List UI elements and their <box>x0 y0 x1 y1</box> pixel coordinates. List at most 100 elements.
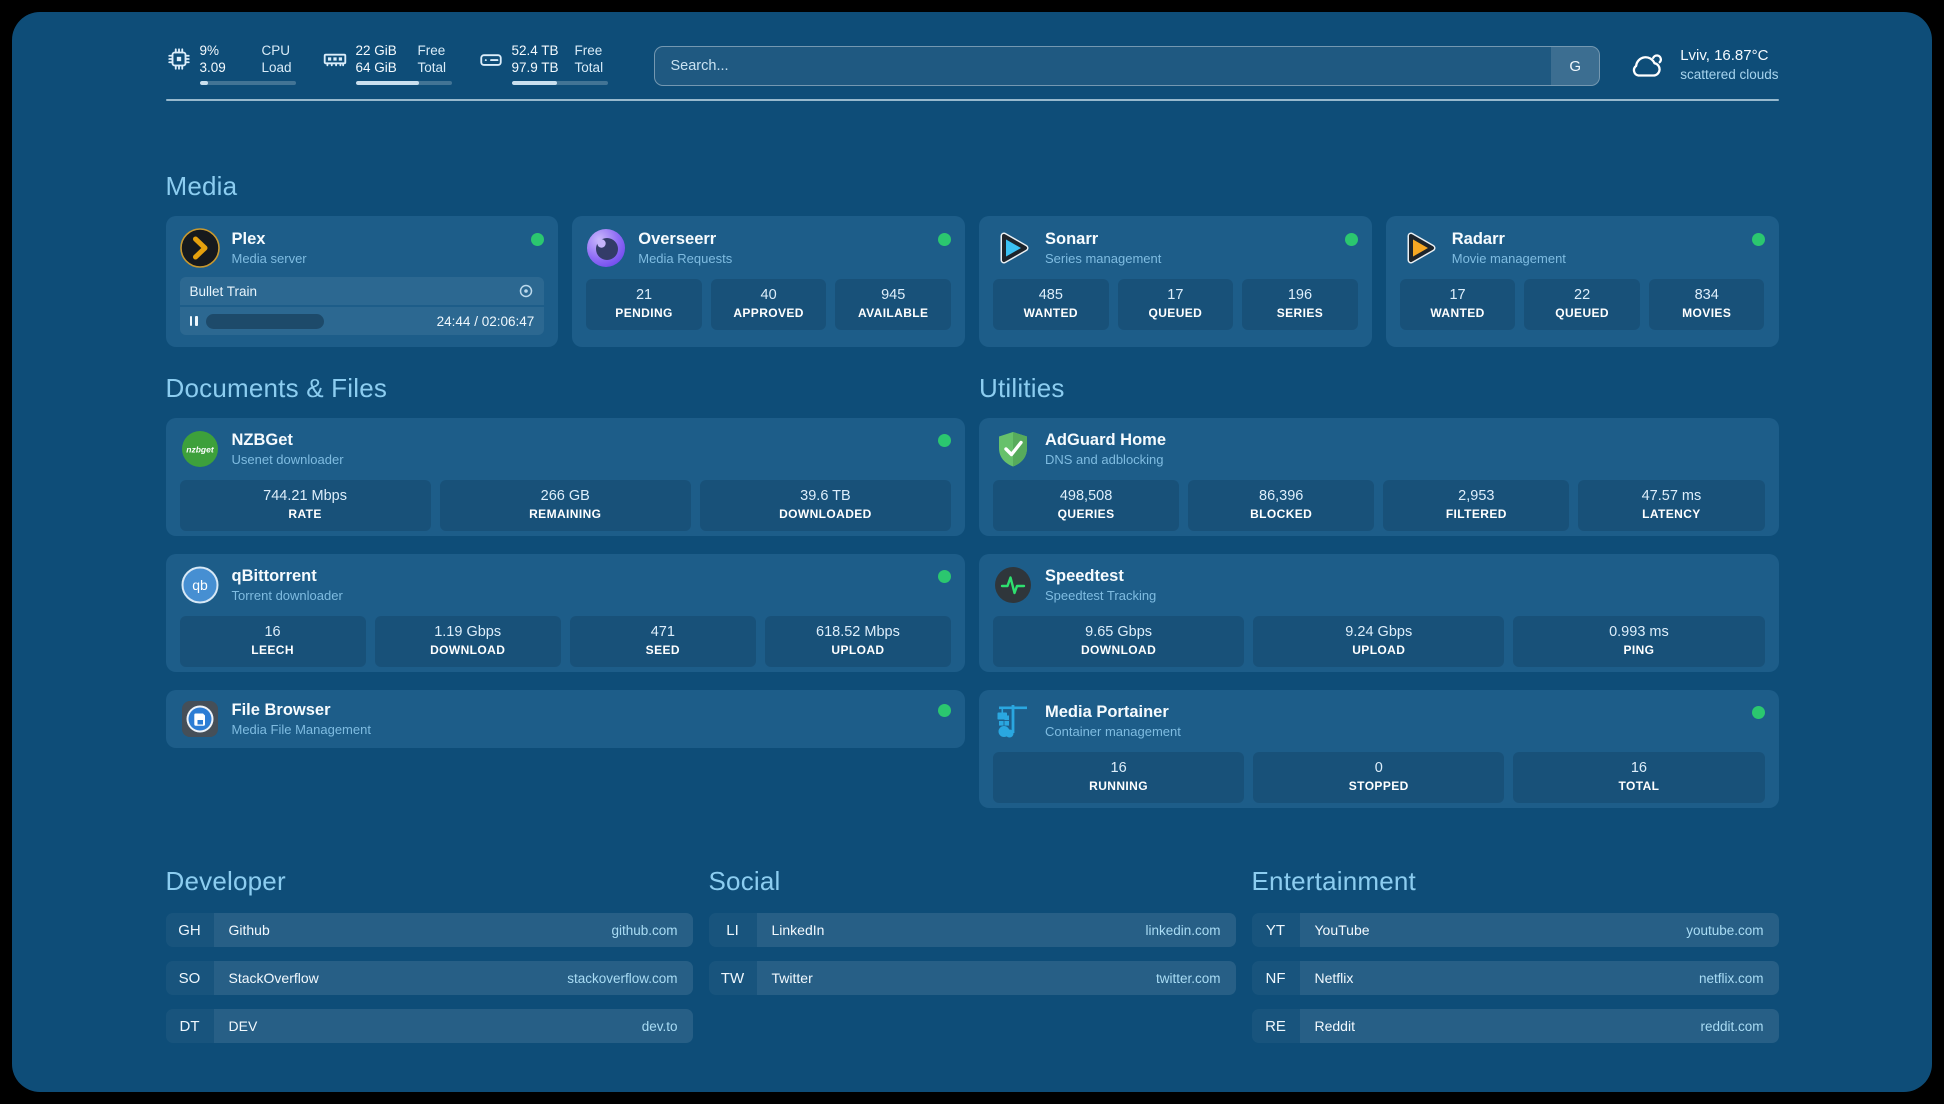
sonarr-card[interactable]: Sonarr Series management 485 WANTED 17 Q… <box>979 216 1372 347</box>
overseerr-stat-pending: 21 PENDING <box>586 279 702 330</box>
cpu-usage-value: 9% <box>199 43 220 58</box>
bookmark-twitter[interactable]: TW Twitter twitter.com <box>708 961 1236 995</box>
nzbget-name: NZBGet <box>231 431 293 449</box>
nzbget-stat-remaining: 266 GB REMAINING <box>439 480 691 531</box>
disk-icon <box>479 54 502 66</box>
playback-time: 24:44 / 02:06:47 <box>436 313 535 329</box>
filebrowser-name: File Browser <box>231 701 331 719</box>
speedtest-card[interactable]: Speedtest Speedtest Tracking 9.65 Gbps D… <box>979 554 1779 672</box>
portainer-stat-stopped: 0 STOPPED <box>1253 752 1505 803</box>
qbittorrent-stat-leech: 16 LEECH <box>179 616 366 667</box>
disk-total-label: Total <box>574 60 604 75</box>
speedtest-icon <box>995 567 1031 603</box>
cpu-progress-bar <box>199 81 296 85</box>
memory-total-label: Total <box>417 60 447 75</box>
bookmark-github[interactable]: GH Github github.com <box>165 913 693 947</box>
playback-progress <box>205 313 324 329</box>
svg-text:nzbget: nzbget <box>186 445 215 455</box>
filebrowser-card[interactable]: File Browser Media File Management <box>165 690 965 748</box>
filebrowser-description: Media File Management <box>231 722 371 737</box>
disk-free-label: Free <box>574 43 603 58</box>
qbittorrent-stat-upload: 618.52 Mbps UPLOAD <box>764 616 951 667</box>
media-section: Plex Media server Bullet Train 24:44 / 0… <box>165 216 1779 347</box>
qbittorrent-stat-seed: 471 SEED <box>569 616 756 667</box>
plex-now-playing: Bullet Train 24:44 / 02:06:47 <box>179 277 545 335</box>
bookmark-dev[interactable]: DT DEV dev.to <box>165 1009 693 1043</box>
memory-widget: 22 GiB 64 GiB Free Total <box>322 42 452 85</box>
plex-icon <box>179 228 220 268</box>
bookmark-stackoverflow[interactable]: SO StackOverflow stackoverflow.com <box>165 961 693 995</box>
overseerr-status-indicator <box>938 233 951 246</box>
adguard-stat-filtered: 2,953 FILTERED <box>1383 480 1570 531</box>
sonarr-stat-series: 196 SERIES <box>1242 279 1358 330</box>
section-title-utilities: Utilities <box>979 373 1065 403</box>
disk-total-value: 97.9 TB <box>511 60 559 75</box>
search-bar: G <box>653 46 1601 86</box>
portainer-card[interactable]: Media Portainer Container management 16 … <box>979 690 1779 808</box>
bookmark-reddit[interactable]: RE Reddit reddit.com <box>1251 1009 1779 1043</box>
cpu-usage-label: CPU <box>261 43 291 58</box>
dashboard: 9% 3.09 CPU Load <box>12 12 1932 1092</box>
portainer-stat-running: 16 RUNNING <box>993 752 1245 803</box>
sonarr-description: Series management <box>1045 251 1162 266</box>
plex-description: Media server <box>231 251 307 266</box>
speedtest-description: Speedtest Tracking <box>1045 588 1157 603</box>
radarr-status-indicator <box>1751 233 1765 246</box>
disk-progress-bar <box>511 81 608 85</box>
qbittorrent-card[interactable]: qb qBittorrent Torrent downloader 16 LEE… <box>165 554 965 672</box>
sonarr-stat-queued: 17 QUEUED <box>1117 279 1234 330</box>
qbittorrent-stat-download: 1.19 Gbps DOWNLOAD <box>374 616 561 667</box>
overseerr-description: Media Requests <box>638 251 733 266</box>
memory-free-label: Free <box>417 43 446 58</box>
overseerr-icon <box>587 229 626 267</box>
radarr-card[interactable]: Radarr Movie management 17 WANTED 22 QUE… <box>1385 216 1779 347</box>
search-provider-button[interactable]: G <box>1551 47 1600 85</box>
now-playing-title: Bullet Train <box>189 283 258 299</box>
overseerr-stat-available: 945 AVAILABLE <box>835 279 951 330</box>
portainer-status-indicator <box>1751 706 1765 719</box>
radarr-description: Movie management <box>1451 251 1566 266</box>
adguard-card[interactable]: AdGuard Home DNS and adblocking 498,508 … <box>979 418 1779 536</box>
sonarr-name: Sonarr <box>1045 230 1099 248</box>
bookmark-group-social: Social LI LinkedIn linkedin.com TW Twitt… <box>708 866 1236 1057</box>
header-divider <box>165 99 1779 101</box>
nzbget-description: Usenet downloader <box>231 452 344 467</box>
bookmark-youtube[interactable]: YT YouTube youtube.com <box>1251 913 1779 947</box>
weather-location-temp: Lviv, 16.87°C <box>1680 47 1769 64</box>
qbittorrent-name: qBittorrent <box>231 567 317 585</box>
qbittorrent-description: Torrent downloader <box>231 588 343 603</box>
cpu-icon <box>167 48 190 70</box>
radarr-stat-wanted: 17 WANTED <box>1399 279 1516 330</box>
session-target-icon <box>520 284 533 298</box>
bookmark-netflix[interactable]: NF Netflix netflix.com <box>1251 961 1779 995</box>
overseerr-card[interactable]: Overseerr Media Requests 21 PENDING 40 A… <box>572 216 965 347</box>
adguard-icon <box>999 432 1027 467</box>
memory-progress-bar <box>355 81 452 85</box>
adguard-stat-latency: 47.57 ms LATENCY <box>1578 480 1765 531</box>
nzbget-icon: nzbget <box>181 431 218 467</box>
overseerr-name: Overseerr <box>638 230 717 248</box>
resource-widgets: 9% 3.09 CPU Load <box>166 42 608 85</box>
bookmark-linkedin[interactable]: LI LinkedIn linkedin.com <box>708 913 1236 947</box>
section-title-entertainment: Entertainment <box>1251 866 1416 896</box>
adguard-stat-blocked: 86,396 BLOCKED <box>1188 480 1375 531</box>
cpu-load-value: 3.09 <box>199 60 226 75</box>
documents-section: Documents & Files nzbget NZBGet Usenet d… <box>165 373 965 808</box>
nzbget-card[interactable]: nzbget NZBGet Usenet downloader 744.21 M… <box>165 418 965 536</box>
speedtest-stat-upload: 9.24 Gbps UPLOAD <box>1253 616 1505 667</box>
filebrowser-icon <box>181 701 218 737</box>
radarr-stat-movies: 834 MOVIES <box>1648 279 1765 330</box>
plex-card[interactable]: Plex Media server Bullet Train 24:44 / 0… <box>165 216 559 347</box>
qbittorrent-status-indicator <box>938 570 951 583</box>
disk-free-value: 52.4 TB <box>511 43 559 58</box>
speedtest-name: Speedtest <box>1045 567 1124 585</box>
memory-total-value: 64 GiB <box>355 60 397 75</box>
section-title-social: Social <box>708 866 781 896</box>
cloud-icon <box>1633 54 1663 77</box>
search-input[interactable] <box>654 47 1552 85</box>
pause-icon <box>189 316 198 326</box>
svg-text:qb: qb <box>192 577 208 593</box>
filebrowser-status-indicator <box>938 704 951 717</box>
memory-free-value: 22 GiB <box>355 43 397 58</box>
portainer-description: Container management <box>1045 724 1181 739</box>
